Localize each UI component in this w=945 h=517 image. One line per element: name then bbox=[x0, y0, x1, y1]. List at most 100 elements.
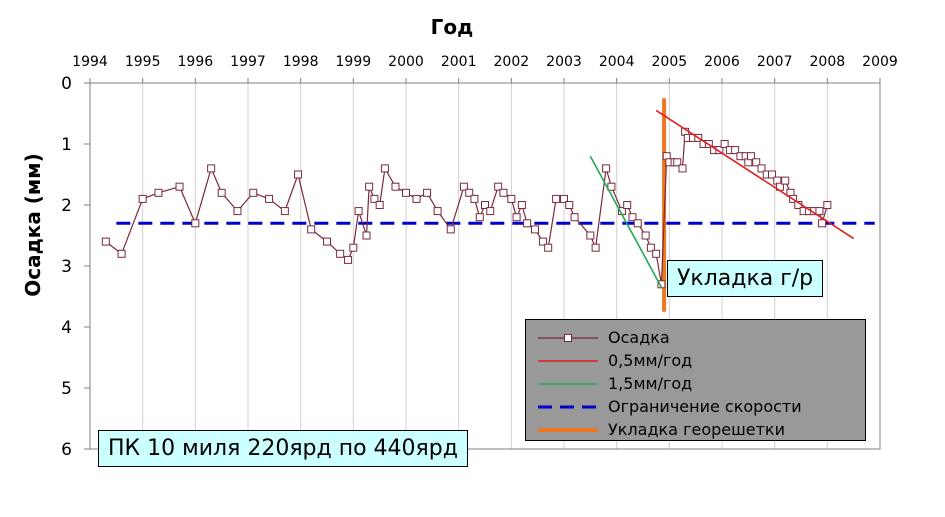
settlement-data-point bbox=[207, 164, 216, 173]
settlement-data-point bbox=[628, 213, 637, 222]
settlement-data-point bbox=[336, 249, 345, 258]
x-tick-label: 2008 bbox=[810, 54, 846, 70]
geogrid-annotation-box: Укладка г/р bbox=[667, 260, 824, 297]
trend-05-line bbox=[655, 109, 855, 240]
y-axis-label: Осадка (мм) bbox=[21, 153, 45, 297]
legend-item-trend-05: 0,5мм/год bbox=[526, 349, 865, 372]
settlement-data-point bbox=[815, 207, 824, 216]
legend-swatch bbox=[538, 427, 598, 432]
settlement-data-point bbox=[423, 188, 432, 197]
y-tick-label: 0 bbox=[61, 74, 72, 94]
settlement-data-point bbox=[678, 164, 687, 173]
y-tick-label: 2 bbox=[61, 196, 72, 216]
x-tick-label: 2007 bbox=[757, 54, 793, 70]
y-tick-label: 5 bbox=[61, 379, 72, 399]
settlement-data-point bbox=[280, 207, 289, 216]
legend-marker bbox=[564, 333, 572, 342]
settlement-data-point bbox=[586, 231, 595, 240]
settlement-data-point bbox=[344, 255, 353, 264]
x-tick-label: 1998 bbox=[283, 54, 319, 70]
series-group bbox=[101, 98, 875, 312]
x-tick-label: 1994 bbox=[72, 54, 108, 70]
section-caption-text: ПК 10 миля 220ярд по 440ярд bbox=[108, 436, 458, 461]
settlement-data-point bbox=[512, 213, 521, 222]
settlement-data-point bbox=[523, 219, 532, 228]
settlement-data-point bbox=[818, 219, 827, 228]
settlement-data-point bbox=[101, 237, 110, 246]
settlement-data-point bbox=[402, 188, 410, 197]
settlement-data-point bbox=[294, 170, 303, 179]
settlement-data-point bbox=[459, 182, 468, 191]
settlement-data-point bbox=[354, 207, 363, 216]
settlement-data-point bbox=[499, 188, 508, 197]
y-tick-label: 3 bbox=[61, 257, 72, 277]
chart-title: Год bbox=[431, 15, 474, 39]
x-tick-label: 1996 bbox=[178, 54, 214, 70]
settlement-data-point bbox=[720, 140, 729, 148]
x-tick-label: 2000 bbox=[388, 54, 424, 70]
settlement-data-point bbox=[752, 158, 761, 167]
settlement-data-point bbox=[544, 243, 553, 252]
settlement-data-point bbox=[646, 243, 655, 252]
settlement-data-point bbox=[486, 207, 495, 216]
settlement-data-point bbox=[412, 194, 421, 203]
settlement-data-point bbox=[623, 201, 632, 209]
x-tick-label: 1999 bbox=[336, 54, 372, 70]
settlement-data-point bbox=[191, 219, 200, 228]
legend-swatch bbox=[538, 405, 598, 408]
settlement-data-point bbox=[652, 249, 661, 258]
legend-swatch bbox=[538, 382, 598, 385]
settlement-data-point bbox=[117, 249, 126, 258]
legend-label: Осадка bbox=[608, 328, 670, 347]
settlement-data-point bbox=[175, 182, 184, 191]
x-tick-label: 1997 bbox=[230, 54, 266, 70]
settlement-data-point bbox=[517, 201, 526, 209]
settlement-data-point bbox=[746, 152, 755, 161]
settlement-data-point bbox=[633, 219, 642, 228]
settlement-data-point bbox=[481, 201, 489, 209]
chart-legend: Осадка 0,5мм/год 1,5мм/год Ограничение скор… bbox=[525, 319, 866, 441]
settlement-data-point bbox=[391, 182, 400, 191]
settlement-data-point bbox=[433, 207, 442, 216]
axis-ticks: 1994 1995 1996 1997 1998 1999 2000 2001 2002 2003… bbox=[61, 54, 898, 460]
x-tick-label: 2001 bbox=[441, 54, 477, 70]
settlement-data-point bbox=[757, 164, 766, 173]
y-tick-label: 4 bbox=[61, 318, 72, 338]
geogrid-annotation-text: Укладка г/р bbox=[677, 266, 814, 291]
settlement-data-point bbox=[470, 194, 479, 203]
settlement-data-point bbox=[323, 237, 331, 246]
y-tick-label: 1 bbox=[61, 135, 72, 155]
settlement-data-point bbox=[307, 225, 316, 234]
settlement-data-point bbox=[607, 182, 616, 191]
settlement-data-point bbox=[591, 243, 600, 252]
legend-item-geogrid: Укладка георешетки bbox=[526, 418, 865, 441]
x-tick-label: 2004 bbox=[599, 54, 635, 70]
settlement-data-point bbox=[154, 188, 163, 197]
settlement-data-point bbox=[217, 188, 226, 197]
legend-swatch bbox=[538, 333, 598, 342]
settlement-data-point bbox=[265, 194, 274, 203]
settlement-data-point bbox=[446, 225, 455, 234]
legend-swatch bbox=[538, 359, 598, 362]
settlement-data-point bbox=[538, 237, 547, 246]
x-tick-label: 2009 bbox=[862, 54, 898, 70]
x-tick-label: 2005 bbox=[652, 54, 688, 70]
settlement-data-point bbox=[233, 207, 242, 216]
plot-area-frame bbox=[89, 82, 881, 450]
settlement-data-point bbox=[362, 231, 371, 240]
settlement-data-point bbox=[565, 201, 574, 209]
settlement-data-point bbox=[349, 243, 358, 252]
settlement-data-point bbox=[657, 280, 666, 289]
x-tick-label: 2006 bbox=[704, 54, 740, 70]
settlement-data-point bbox=[370, 194, 379, 203]
legend-item-speed-limit: Ограничение скорости bbox=[526, 395, 865, 418]
settlement-data-point bbox=[475, 213, 484, 222]
settlement-data-point bbox=[249, 188, 258, 197]
settlement-data-point bbox=[494, 182, 503, 191]
legend-label: Укладка георешетки bbox=[608, 420, 785, 439]
settlement-data-point bbox=[465, 188, 474, 197]
settlement-data-point bbox=[641, 231, 650, 240]
settlement-data-point bbox=[380, 164, 389, 173]
settlement-data-point bbox=[673, 158, 682, 167]
legend-label: Ограничение скорости bbox=[608, 397, 802, 416]
